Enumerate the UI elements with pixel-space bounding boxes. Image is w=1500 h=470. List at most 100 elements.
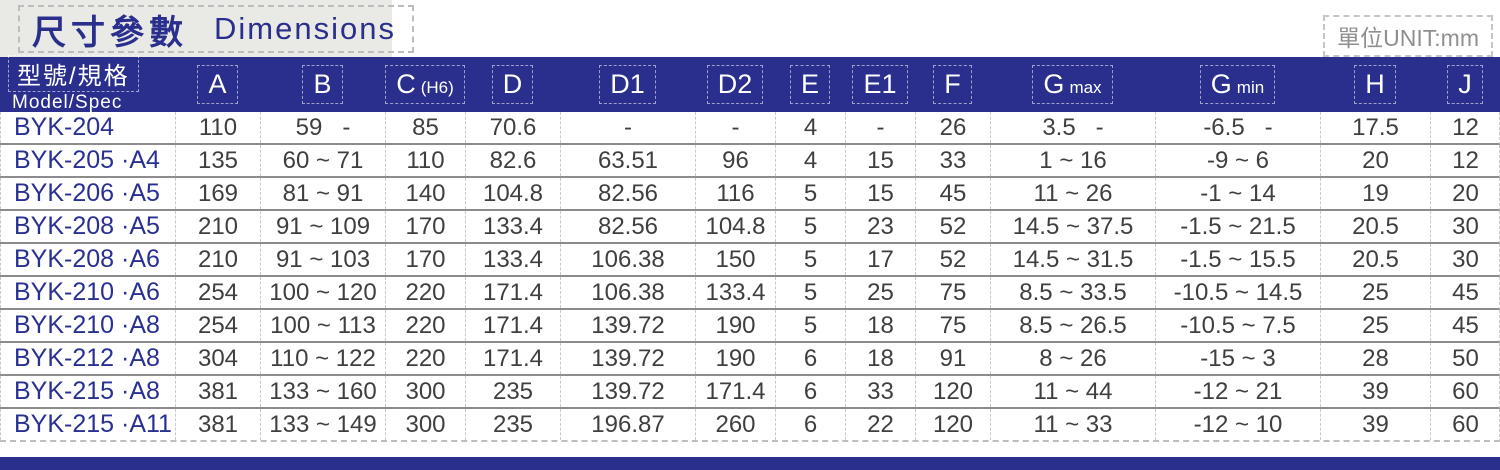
model-cell: BYK-212 ·A8 <box>0 343 175 374</box>
value-cell: 75 <box>915 277 990 308</box>
unit-label: 單位UNIT:mm <box>1323 15 1493 57</box>
table-row: BYK-215 ·A8 381 133 ~ 160 300 235 139.72 171.4… <box>0 376 1500 409</box>
table-body: BYK-204 110 59 -85 70.6- -4-26 3.5 - -6.5 -17.… <box>0 112 1500 442</box>
page-title-zh: 尺寸參數 <box>32 13 188 52</box>
table-row: BYK-210 ·A8 254 100 ~ 113 220 171.4 139.72 190… <box>0 310 1500 343</box>
value-cell: 30 <box>1430 244 1500 275</box>
value-cell: 100 ~ 120 <box>260 277 385 308</box>
column-header-h: H <box>1320 57 1430 112</box>
value-cell: 45 <box>1430 277 1500 308</box>
value-cell: 196.87 <box>560 409 695 440</box>
value-cell: -6.5 - <box>1155 112 1320 143</box>
model-cell: BYK-215 ·A8 <box>0 376 175 407</box>
value-cell: 5 <box>775 244 845 275</box>
value-cell: 171.4 <box>465 310 560 341</box>
column-header-f: F <box>915 57 990 112</box>
value-cell: -1 ~ 14 <box>1155 178 1320 209</box>
table-row: BYK-205 ·A4 135 60 ~ 71 110 82.6 63.51 96 4 15 33… <box>0 145 1500 178</box>
value-cell: 20 <box>1430 178 1500 209</box>
value-cell: 220 <box>385 310 465 341</box>
value-cell: 300 <box>385 376 465 407</box>
value-cell: 254 <box>175 310 260 341</box>
value-cell: 18 <box>845 310 915 341</box>
column-header-model: 型號/規格 Model/Spec <box>0 55 175 113</box>
column-header-main: E <box>800 69 819 99</box>
value-cell: 5 <box>775 211 845 242</box>
value-cell: 26 <box>915 112 990 143</box>
column-header-model-en: Model/Spec <box>12 92 123 113</box>
column-header-model-zh: 型號/規格 <box>8 55 139 92</box>
value-cell: 30 <box>1430 211 1500 242</box>
column-header-main: G <box>1043 69 1065 99</box>
column-header-label: D1 <box>599 65 656 104</box>
value-cell: 100 ~ 113 <box>260 310 385 341</box>
value-cell: 104.8 <box>465 178 560 209</box>
title-band <box>0 0 392 57</box>
page-title: 尺寸參數 Dimensions <box>18 5 414 53</box>
value-cell: 4 <box>775 145 845 176</box>
value-cell: 50 <box>1430 343 1500 374</box>
value-cell: 18 <box>845 343 915 374</box>
value-cell: 19 <box>1320 178 1430 209</box>
column-header-label: J <box>1447 65 1483 104</box>
value-cell: -10.5 ~ 14.5 <box>1155 277 1320 308</box>
value-cell: -1.5 ~ 15.5 <box>1155 244 1320 275</box>
value-cell: 139.72 <box>560 343 695 374</box>
column-header-main: H <box>1365 69 1385 99</box>
value-cell: 70.6 <box>465 112 560 143</box>
value-cell: 14.5 ~ 31.5 <box>990 244 1155 275</box>
column-header-e: E <box>775 57 845 112</box>
value-cell: 12 <box>1430 145 1500 176</box>
value-cell: - <box>560 112 695 143</box>
table-row: BYK-215 ·A11 381 133 ~ 149 300 235 196.87 260 6… <box>0 409 1500 442</box>
value-cell: 220 <box>385 343 465 374</box>
table-row: BYK-208 ·A5 210 91 ~ 109 170 133.4 82.56 104.8… <box>0 211 1500 244</box>
column-header-label: C (H6) <box>385 65 465 104</box>
page-title-en: Dimensions <box>214 11 396 46</box>
value-cell: 210 <box>175 211 260 242</box>
model-cell: BYK-210 ·A8 <box>0 310 175 341</box>
model-cell: BYK-208 ·A6 <box>0 244 175 275</box>
value-cell: 25 <box>1320 310 1430 341</box>
column-header-main: D <box>502 69 523 99</box>
table-row: BYK-206 ·A5 169 81 ~ 91 140 104.8 82.56 116 5 15… <box>0 178 1500 211</box>
value-cell: 15 <box>845 145 915 176</box>
value-cell: 23 <box>845 211 915 242</box>
value-cell: 63.51 <box>560 145 695 176</box>
value-cell: 133.4 <box>465 211 560 242</box>
value-cell: 82.56 <box>560 178 695 209</box>
column-header-sub: max <box>1069 78 1102 97</box>
column-header-label: H <box>1354 65 1396 104</box>
table-row: BYK-212 ·A8 304 110 ~ 122 220 171.4 139.72 190… <box>0 343 1500 376</box>
value-cell: 139.72 <box>560 310 695 341</box>
value-cell: 5 <box>775 310 845 341</box>
value-cell: 5 <box>775 277 845 308</box>
column-header-label: D <box>491 65 534 104</box>
value-cell: 20 <box>1320 145 1430 176</box>
value-cell: 300 <box>385 409 465 440</box>
value-cell: 150 <box>695 244 775 275</box>
value-cell: 85 <box>385 112 465 143</box>
column-header-a: A <box>175 57 260 112</box>
model-cell: BYK-215 ·A11 <box>0 409 175 440</box>
value-cell: 96 <box>695 145 775 176</box>
column-header-sub: (H6) <box>420 78 454 97</box>
value-cell: 4 <box>775 112 845 143</box>
column-header-d2: D2 <box>695 57 775 112</box>
value-cell: 133 ~ 160 <box>260 376 385 407</box>
value-cell: 52 <box>915 244 990 275</box>
value-cell: 5 <box>775 178 845 209</box>
value-cell: 8 ~ 26 <box>990 343 1155 374</box>
value-cell: 190 <box>695 310 775 341</box>
value-cell: 60 <box>1430 376 1500 407</box>
value-cell: 170 <box>385 211 465 242</box>
value-cell: 6 <box>775 343 845 374</box>
value-cell: 120 <box>915 376 990 407</box>
value-cell: 104.8 <box>695 211 775 242</box>
value-cell: 25 <box>845 277 915 308</box>
model-cell: BYK-206 ·A5 <box>0 178 175 209</box>
